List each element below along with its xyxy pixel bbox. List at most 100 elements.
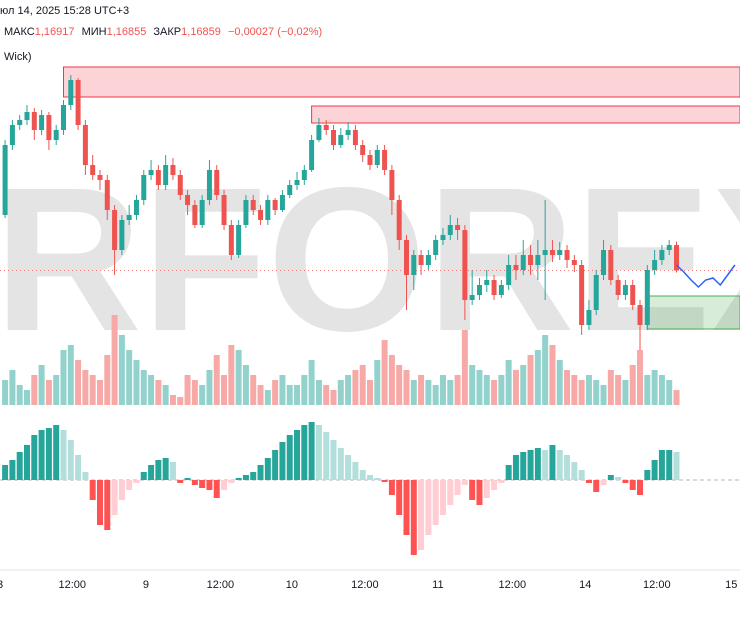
candle-body: [637, 305, 643, 325]
macd-bar: [381, 480, 388, 482]
volume-bar: [162, 385, 169, 405]
candle-body: [243, 200, 249, 225]
macd-bar: [607, 475, 614, 480]
macd-bar: [505, 465, 512, 480]
macd-bar: [367, 475, 373, 480]
volume-bar: [673, 390, 680, 405]
volume-bar: [520, 365, 527, 405]
macd-bar: [491, 480, 498, 490]
volume-bar: [367, 380, 373, 405]
stat-value: 1,16859: [181, 26, 221, 38]
macd-bar: [403, 480, 410, 535]
x-tick-label: 11: [432, 579, 443, 591]
macd-bar: [673, 452, 680, 480]
volume-bar: [16, 385, 23, 405]
volume-bar: [658, 375, 665, 405]
volume-bar: [38, 365, 45, 405]
volume-bar: [279, 375, 286, 405]
volume-bar: [498, 375, 505, 405]
macd-bar: [512, 455, 519, 480]
macd-bar: [213, 480, 220, 498]
volume-bar: [264, 390, 271, 405]
macd-bar: [651, 460, 658, 480]
volume-bar: [133, 360, 140, 405]
volume-bar: [629, 365, 636, 405]
volume-bar: [257, 385, 264, 405]
candle-body: [228, 225, 234, 255]
candle-body: [97, 175, 103, 180]
macd-bar: [60, 430, 67, 480]
forecast-line: [675, 264, 736, 289]
header-stats: МАКС1,16917 МИН1,16855 ЗАКР1,16859 −0,00…: [4, 26, 322, 38]
volume-bar: [352, 370, 359, 405]
indicator-label: Wick): [4, 51, 32, 63]
macd-bar: [644, 470, 651, 480]
macd-bar: [140, 472, 147, 480]
macd-bar: [53, 425, 60, 480]
candle-body: [53, 130, 59, 140]
candle-body: [630, 285, 636, 305]
macd-bar: [199, 480, 206, 488]
candle-body: [411, 255, 417, 275]
macd-bar: [148, 465, 155, 480]
candle-body: [31, 112, 37, 130]
candle-body: [119, 220, 125, 250]
volume-bar: [199, 385, 206, 405]
volume-bar: [155, 380, 162, 405]
volume-bar: [89, 375, 96, 405]
zone: [311, 105, 740, 124]
candle-body: [433, 240, 439, 255]
x-tick-label: 12:00: [351, 579, 379, 591]
candle-body: [535, 255, 541, 265]
volume-bar: [374, 360, 381, 405]
candle-body: [294, 180, 300, 185]
volume-bar: [542, 335, 549, 405]
volume-bar: [45, 380, 52, 405]
candle-body: [250, 200, 256, 210]
macd-bar: [133, 480, 140, 483]
macd-bar: [308, 422, 315, 480]
x-tick-label: 3: [0, 579, 3, 591]
volume-bar: [242, 365, 249, 405]
volume-bar: [60, 350, 67, 405]
volume-bar: [308, 360, 315, 405]
candle-body: [192, 205, 198, 225]
volume-bar: [294, 385, 301, 405]
macd-bar: [155, 460, 162, 480]
volume-bar: [31, 375, 38, 405]
macd-bar: [2, 465, 9, 480]
volume-bar: [593, 380, 600, 405]
candle-body: [360, 145, 366, 155]
candle-body: [418, 255, 424, 265]
candle-body: [557, 250, 563, 255]
candle-body: [528, 255, 534, 265]
macd-bar: [461, 480, 468, 485]
volume-bar: [213, 355, 220, 405]
candle-body: [17, 120, 23, 125]
macd-bar: [323, 432, 330, 480]
macd-bar: [359, 470, 366, 480]
candle-body: [447, 225, 453, 235]
macd-bar: [469, 480, 476, 500]
candle-body: [163, 165, 169, 185]
candle-body: [9, 125, 15, 145]
macd-bar: [637, 480, 644, 495]
candle-body: [389, 170, 395, 200]
volume-bar: [607, 370, 614, 405]
macd-bar: [345, 455, 352, 480]
volume-bar: [622, 380, 629, 405]
candle-body: [323, 125, 329, 130]
volume-bar: [286, 385, 293, 405]
macd-bar: [439, 480, 446, 515]
zone: [62, 66, 740, 98]
stat-label: МИН: [82, 26, 107, 38]
volume-bar: [9, 370, 16, 405]
volume-bar: [651, 370, 658, 405]
candle-body: [513, 265, 519, 270]
volume-bar: [534, 350, 541, 405]
macd-bar: [45, 428, 52, 480]
candle-body: [90, 165, 96, 175]
x-tick-label: 12:00: [58, 579, 86, 591]
macd-bar: [279, 442, 286, 480]
candle-body: [593, 275, 599, 310]
